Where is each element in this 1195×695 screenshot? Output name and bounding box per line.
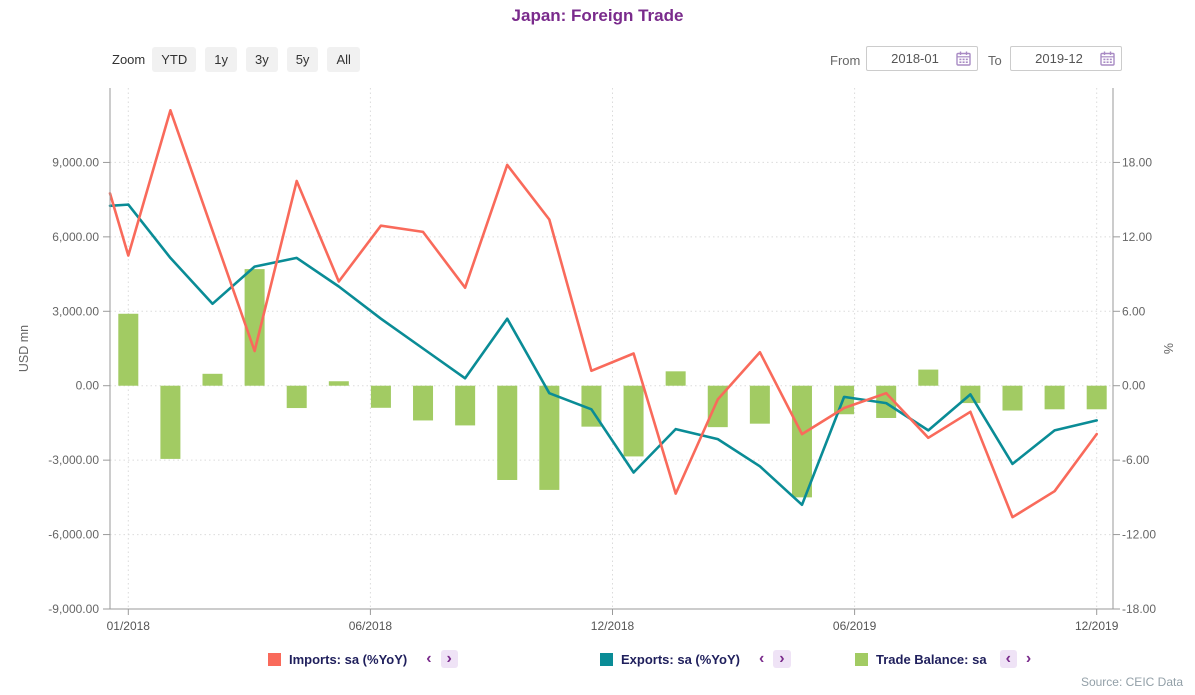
left-axis-title: USD mn <box>17 325 31 372</box>
to-date-picker[interactable] <box>1010 46 1122 71</box>
trade-balance-bar[interactable] <box>286 385 307 409</box>
x-axis-tick-label: 01/2018 <box>107 619 151 633</box>
zoom-button-ytd[interactable]: YTD <box>152 46 197 72</box>
right-axis-tick-label: -12.00 <box>1122 528 1156 542</box>
left-axis-tick-label: -6,000.00 <box>48 528 99 542</box>
zoom-buttons: YTD 1y 3y 5y All <box>152 46 369 72</box>
trade-balance-bar[interactable] <box>665 371 686 386</box>
right-axis-title: % <box>1162 343 1176 354</box>
zoom-toolbar: Zoom YTD 1y 3y 5y All <box>112 46 369 72</box>
trade-balance-bar[interactable] <box>328 381 349 386</box>
right-axis-tick-label: 12.00 <box>1122 230 1152 244</box>
imports-line[interactable] <box>108 109 1098 519</box>
trade-balance-bar[interactable] <box>539 385 560 490</box>
calendar-icon[interactable] <box>955 50 972 67</box>
zoom-button-5y[interactable]: 5y <box>286 46 319 72</box>
legend-label: Trade Balance: sa <box>876 651 987 667</box>
zoom-button-3y[interactable]: 3y <box>245 46 278 72</box>
page-title: Japan: Foreign Trade <box>511 6 684 25</box>
trade-balance-bar[interactable] <box>1002 385 1023 411</box>
trade-balance-bar[interactable] <box>707 385 728 428</box>
x-axis-tick-label: 06/2019 <box>833 619 877 633</box>
trade-balance-bar[interactable] <box>202 373 223 386</box>
legend-item-exports[interactable]: Exports: sa (%YoY) ‹ › <box>600 648 791 670</box>
legend-next-icon[interactable]: › <box>440 650 458 668</box>
trade-balance-bar[interactable] <box>623 385 644 457</box>
legend-prev-icon[interactable]: ‹ <box>999 650 1017 668</box>
x-axis-tick-label: 06/2018 <box>349 619 393 633</box>
trade-chart[interactable]: 9,000.00 6,000.00 3,000.00 0.00 -3,000.00 -6,… <box>0 80 1195 640</box>
legend-swatch <box>855 652 868 666</box>
trade-balance-bar[interactable] <box>791 385 812 498</box>
trade-balance-bar[interactable] <box>497 385 518 480</box>
left-axis-tick-label: 6,000.00 <box>52 230 99 244</box>
legend-label: Exports: sa (%YoY) <box>621 651 740 667</box>
trade-balance-bar[interactable] <box>1086 385 1107 410</box>
legend-item-trade-balance[interactable]: Trade Balance: sa ‹ › <box>855 648 1037 670</box>
trade-balance-bar[interactable] <box>118 313 139 386</box>
legend-swatch <box>600 652 613 666</box>
left-axis-tick-label: 3,000.00 <box>52 304 99 318</box>
trade-balance-bar[interactable] <box>160 385 181 459</box>
legend-next-icon[interactable]: › <box>1025 650 1032 667</box>
to-date-input[interactable] <box>1011 51 1099 66</box>
trade-balance-bar[interactable] <box>918 369 939 386</box>
right-axis-tick-label: -18.00 <box>1122 602 1156 616</box>
trade-balance-bar[interactable] <box>455 385 476 426</box>
legend-swatch <box>268 652 281 666</box>
x-axis-tick-label: 12/2019 <box>1075 619 1119 633</box>
trade-balance-bar[interactable] <box>244 269 265 386</box>
legend-prev-icon[interactable]: ‹ <box>426 650 432 667</box>
zoom-button-all[interactable]: All <box>327 46 360 72</box>
legend-label: Imports: sa (%YoY) <box>289 651 408 667</box>
to-label: To <box>988 53 1002 68</box>
exports-line[interactable] <box>108 203 1098 507</box>
x-axis-tick-label: 12/2018 <box>591 619 635 633</box>
zoom-label: Zoom <box>112 51 146 67</box>
right-axis-tick-label: 18.00 <box>1122 155 1152 169</box>
trade-balance-series <box>118 269 1107 498</box>
right-axis-tick-label: 0.00 <box>1122 379 1146 393</box>
trade-balance-bar[interactable] <box>413 385 434 421</box>
left-axis-tick-label: -3,000.00 <box>48 453 99 467</box>
trade-balance-bar[interactable] <box>749 385 770 424</box>
from-label: From <box>830 53 861 68</box>
left-axis-tick-label: -9,000.00 <box>48 602 99 616</box>
from-date-picker[interactable] <box>866 46 978 71</box>
legend-prev-icon[interactable]: ‹ <box>758 650 765 667</box>
calendar-icon[interactable] <box>1099 50 1116 67</box>
trade-balance-bar[interactable] <box>370 385 391 408</box>
source-credit: Source: CEIC Data <box>1080 675 1183 689</box>
trade-balance-bar[interactable] <box>1044 385 1065 410</box>
from-date-input[interactable] <box>867 51 955 66</box>
right-axis-tick-label: -6.00 <box>1122 453 1150 467</box>
legend: Imports: sa (%YoY) ‹ › Exports: sa (%YoY) ‹ ›… <box>0 648 1195 674</box>
left-axis-tick-label: 9,000.00 <box>52 155 99 169</box>
right-axis-tick-label: 6.00 <box>1122 304 1146 318</box>
legend-item-imports[interactable]: Imports: sa (%YoY) ‹ › <box>268 648 458 670</box>
zoom-button-1y[interactable]: 1y <box>205 46 237 72</box>
left-axis-tick-label: 0.00 <box>76 379 100 393</box>
legend-next-icon[interactable]: › <box>773 650 791 668</box>
